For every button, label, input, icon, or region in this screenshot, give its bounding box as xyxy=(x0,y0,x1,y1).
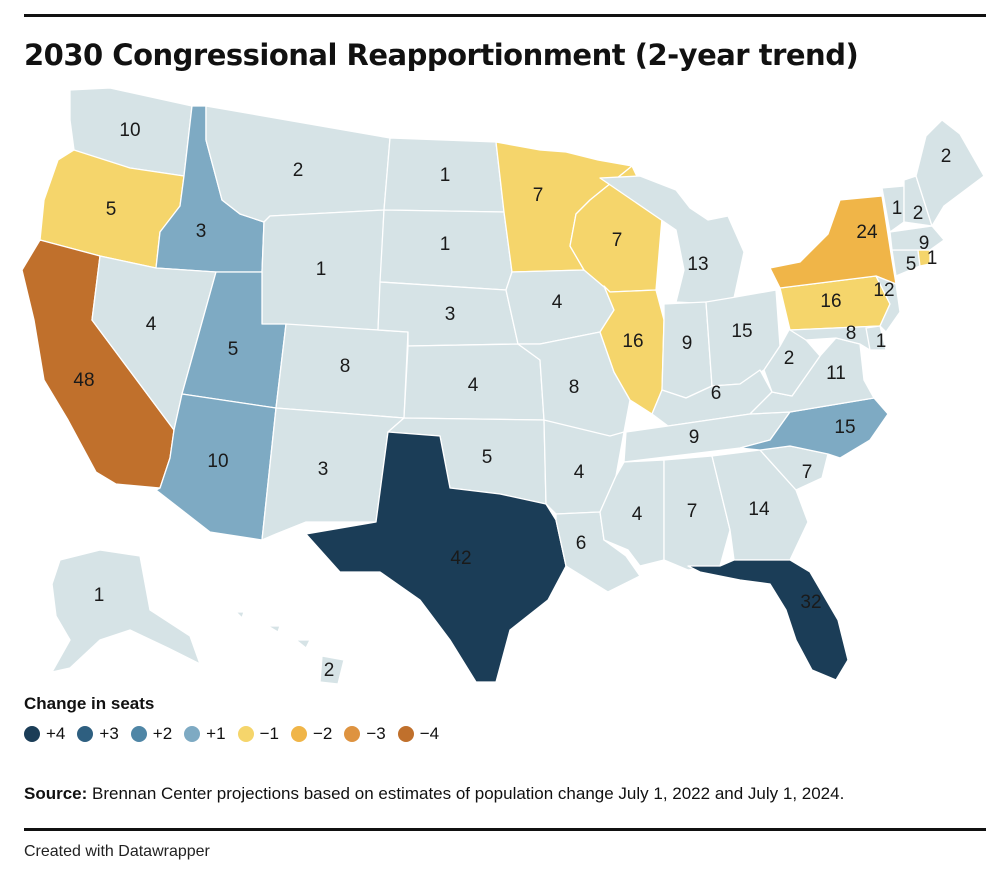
legend-swatch xyxy=(290,726,307,742)
legend-item: −4 xyxy=(397,724,440,744)
state-label-AL: 7 xyxy=(687,501,698,522)
state-NJ[interactable] xyxy=(875,275,901,333)
state-label-NY: 24 xyxy=(856,222,878,243)
source-text: Brennan Center projections based on esti… xyxy=(87,784,845,803)
state-MA[interactable] xyxy=(889,225,945,251)
state-label-SC: 7 xyxy=(802,462,813,483)
state-DE[interactable] xyxy=(865,325,887,351)
state-label-MO: 8 xyxy=(569,377,580,398)
state-FL[interactable] xyxy=(687,559,849,681)
state-label-VT: 1 xyxy=(892,198,903,219)
legend-swatch xyxy=(237,726,254,742)
state-label-WA: 10 xyxy=(119,120,140,141)
state-MS[interactable] xyxy=(599,459,665,567)
state-label-AZ: 10 xyxy=(207,451,228,472)
state-label-OK: 5 xyxy=(482,447,493,468)
state-label-HI: 2 xyxy=(324,660,335,681)
legend-label: +1 xyxy=(206,724,226,743)
state-label-SD: 1 xyxy=(440,234,451,255)
state-label-ID: 3 xyxy=(196,221,207,242)
state-label-VA: 11 xyxy=(826,363,846,384)
state-label-CA: 48 xyxy=(73,370,94,391)
state-label-PA: 16 xyxy=(820,291,841,312)
state-label-LA: 6 xyxy=(576,533,587,554)
legend-swatch xyxy=(130,726,147,742)
source-note: Source: Brennan Center projections based… xyxy=(24,784,844,804)
legend-label: +4 xyxy=(46,724,66,743)
legend-item: +1 xyxy=(184,724,226,744)
us-map: 10 5 48 3 4 2 1 5 10 8 3 1 1 3 4 5 42 7 … xyxy=(21,87,985,685)
state-label-NH: 2 xyxy=(913,203,924,224)
state-label-RI: 1 xyxy=(927,248,938,269)
state-label-MA: 9 xyxy=(919,233,930,254)
state-NY[interactable] xyxy=(769,195,897,289)
state-label-IA: 4 xyxy=(552,292,563,313)
legend-label: −1 xyxy=(259,724,279,743)
state-label-KS: 4 xyxy=(468,375,479,396)
state-label-CO: 8 xyxy=(340,356,351,377)
legend-swatch xyxy=(24,726,40,742)
state-label-NC: 15 xyxy=(834,417,855,438)
state-HI[interactable] xyxy=(235,611,345,685)
legend-swatch xyxy=(77,726,94,742)
legend: +4 +3 +2 +1 −1 −2 −3 −4 xyxy=(24,724,451,744)
legend-item: −1 xyxy=(237,724,279,744)
state-label-MT: 2 xyxy=(293,160,304,181)
legend-item: +3 xyxy=(77,724,119,744)
state-label-TX: 42 xyxy=(450,548,471,569)
legend-label: +2 xyxy=(152,724,173,743)
state-label-ME: 2 xyxy=(941,146,952,167)
state-label-AK: 1 xyxy=(94,585,105,606)
legend-swatch xyxy=(184,726,201,742)
state-label-FL: 32 xyxy=(800,592,821,613)
state-label-NE: 3 xyxy=(445,304,456,325)
legend-title: Change in seats xyxy=(24,694,155,713)
state-label-IL: 16 xyxy=(622,331,643,352)
bottom-rule xyxy=(24,828,986,831)
state-label-MI: 13 xyxy=(687,254,708,275)
state-label-TN: 9 xyxy=(689,427,700,448)
legend-label: −4 xyxy=(419,724,440,743)
state-label-MD: 8 xyxy=(846,323,857,344)
state-label-CT: 5 xyxy=(906,254,917,275)
state-label-WV: 2 xyxy=(784,348,795,369)
legend-label: −2 xyxy=(312,724,333,743)
state-label-NV: 4 xyxy=(146,314,157,335)
legend-item: −2 xyxy=(290,724,333,744)
source-label: Source: xyxy=(24,784,88,803)
state-label-AR: 4 xyxy=(574,462,585,483)
state-shapes xyxy=(21,87,985,685)
state-label-IN: 9 xyxy=(682,333,693,354)
credit-line: Created with Datawrapper xyxy=(24,843,210,860)
state-label-UT: 5 xyxy=(228,339,239,360)
legend-item: +4 xyxy=(24,724,65,744)
legend-swatch xyxy=(397,726,414,742)
legend-label: +3 xyxy=(99,724,119,743)
state-label-MS: 4 xyxy=(632,504,643,525)
state-TX[interactable] xyxy=(305,431,567,683)
state-ME[interactable] xyxy=(915,119,985,227)
state-label-OH: 15 xyxy=(731,321,752,342)
legend-label: −3 xyxy=(366,724,386,743)
chart-title: 2030 Congressional Reapportionment (2-ye… xyxy=(24,38,859,72)
state-label-NM: 3 xyxy=(318,459,329,480)
state-WV[interactable] xyxy=(763,327,821,397)
state-AK[interactable] xyxy=(51,549,201,673)
state-label-GA: 14 xyxy=(748,499,770,520)
legend-item: +2 xyxy=(130,724,173,744)
state-label-WY: 1 xyxy=(316,259,327,280)
legend-item: −3 xyxy=(344,724,386,744)
state-label-OR: 5 xyxy=(106,199,117,220)
state-label-WI: 7 xyxy=(612,230,623,251)
state-label-NJ: 12 xyxy=(873,280,894,301)
state-label-MN: 7 xyxy=(533,185,544,206)
top-rule xyxy=(24,14,986,17)
state-label-DE: 1 xyxy=(876,331,887,352)
state-label-ND: 1 xyxy=(440,165,451,186)
seat-labels: 10 5 48 3 4 2 1 5 10 8 3 1 1 3 4 5 42 7 … xyxy=(73,120,951,681)
legend-swatch xyxy=(344,726,361,742)
state-label-KY: 6 xyxy=(711,383,722,404)
state-MI[interactable] xyxy=(599,175,745,305)
